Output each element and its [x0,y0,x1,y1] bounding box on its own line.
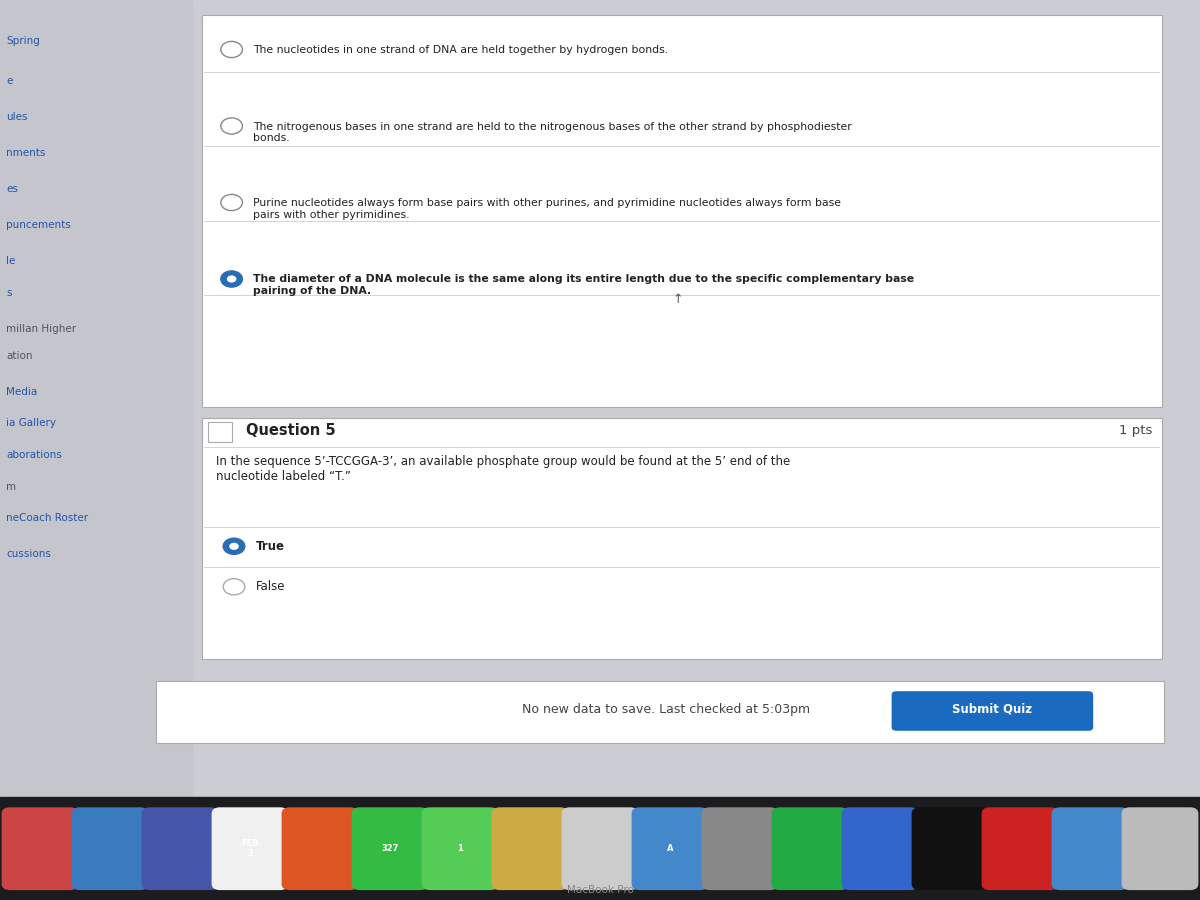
Text: FEB
3: FEB 3 [241,839,259,859]
Text: In the sequence 5’-TCCGGA-3’, an available phosphate group would be found at the: In the sequence 5’-TCCGGA-3’, an availab… [216,454,791,482]
Text: The nitrogenous bases in one strand are held to the nitrogenous bases of the oth: The nitrogenous bases in one strand are … [253,122,852,143]
Text: neCoach Roster: neCoach Roster [6,513,88,523]
FancyBboxPatch shape [772,807,848,890]
Text: No new data to save. Last checked at 5:03pm: No new data to save. Last checked at 5:0… [522,703,810,716]
Text: nments: nments [6,148,46,158]
Text: es: es [6,184,18,194]
FancyBboxPatch shape [352,807,428,890]
Text: 1: 1 [457,844,463,853]
Text: ation: ation [6,351,32,361]
FancyBboxPatch shape [631,807,708,890]
Text: The nucleotides in one strand of DNA are held together by hydrogen bonds.: The nucleotides in one strand of DNA are… [253,45,668,55]
FancyBboxPatch shape [156,681,1164,742]
FancyBboxPatch shape [202,418,1162,659]
Circle shape [229,543,239,550]
FancyBboxPatch shape [142,807,218,890]
Text: s: s [6,288,12,298]
Text: Question 5: Question 5 [246,423,336,437]
Text: Media: Media [6,387,37,397]
FancyBboxPatch shape [211,807,288,890]
FancyBboxPatch shape [492,807,569,890]
FancyBboxPatch shape [1122,807,1199,890]
Text: m: m [6,482,16,491]
Text: 1 pts: 1 pts [1118,424,1152,436]
Text: millan Higher: millan Higher [6,324,76,334]
Text: Submit Quiz: Submit Quiz [953,703,1032,716]
Text: cussions: cussions [6,549,50,559]
Text: A: A [667,844,673,853]
FancyBboxPatch shape [282,807,359,890]
FancyBboxPatch shape [1051,807,1128,890]
Text: aborations: aborations [6,450,61,460]
FancyBboxPatch shape [702,807,779,890]
Text: MacBook Pro: MacBook Pro [566,885,634,895]
FancyBboxPatch shape [1,807,78,890]
FancyBboxPatch shape [841,807,918,890]
Text: ules: ules [6,112,28,122]
Circle shape [227,275,236,283]
FancyBboxPatch shape [72,807,149,890]
Text: False: False [256,580,286,593]
FancyBboxPatch shape [208,422,232,442]
Circle shape [223,538,245,554]
Text: Purine nucleotides always form base pairs with other purines, and pyrimidine nuc: Purine nucleotides always form base pair… [253,198,841,220]
Circle shape [221,271,242,287]
FancyBboxPatch shape [202,15,1162,407]
FancyBboxPatch shape [982,807,1058,890]
Text: The diameter of a DNA molecule is the same along its entire length due to the sp: The diameter of a DNA molecule is the sa… [253,274,914,296]
FancyBboxPatch shape [421,807,498,890]
Text: puncements: puncements [6,220,71,230]
Text: ia Gallery: ia Gallery [6,418,56,428]
Text: le: le [6,256,16,266]
Text: True: True [256,540,284,553]
Text: Spring: Spring [6,36,40,46]
FancyBboxPatch shape [912,807,989,890]
Bar [0,796,1200,900]
FancyBboxPatch shape [562,807,638,890]
FancyBboxPatch shape [892,691,1093,731]
Text: ↑: ↑ [673,293,683,306]
Text: e: e [6,76,12,86]
Text: 327: 327 [382,844,398,853]
Bar [0,0,192,900]
